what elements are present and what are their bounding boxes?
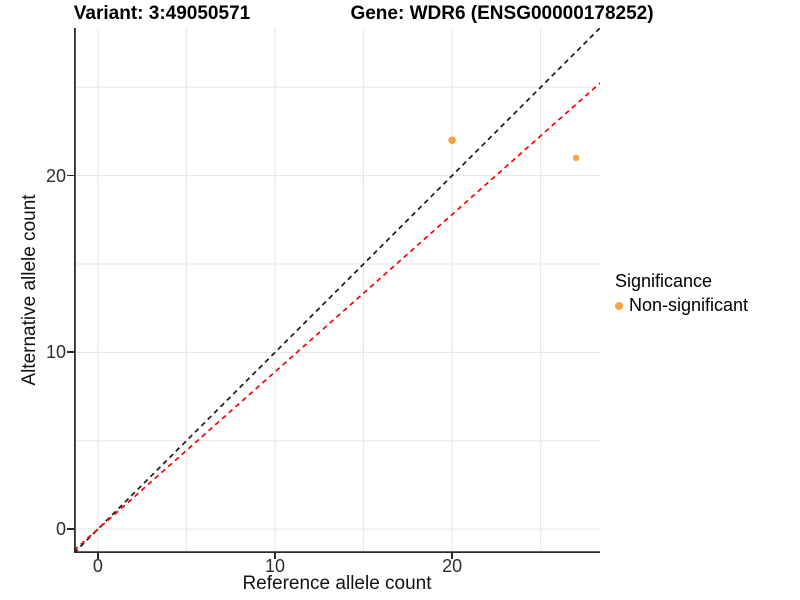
expected-ratio-line [74,82,600,552]
x-tick-mark [451,553,453,559]
y-tick-mark [67,351,74,354]
y-axis-title: Alternative allele count [19,194,40,386]
plot-panel [74,28,600,553]
x-tick-label: 0 [92,556,103,576]
data-point [572,154,580,162]
plot-canvas [74,28,600,553]
y-tick-mark [67,174,74,177]
x-axis-title: Reference allele count [242,573,432,594]
x-tick-label: 10 [264,556,286,576]
data-point [448,136,456,145]
variant-title: Variant: 3:49050571 [73,3,251,24]
point-swatch-icon [615,301,623,310]
x-tick-label: 20 [442,556,463,576]
legend: Significance Non-significant [615,271,748,316]
y-tick-label: 0 [55,519,66,540]
identity-line [74,28,600,553]
y-tick-mark [67,528,74,531]
gene-title: Gene: WDR6 (ENSG00000178252) [350,3,654,24]
legend-title: Significance [615,271,713,291]
legend-item-non-significant: Non-significant [615,295,748,316]
x-tick-mark [274,553,276,559]
legend-item-label: Non-significant [629,295,749,315]
x-tick-mark [97,553,99,559]
y-tick-label: 20 [45,165,66,186]
y-tick-label: 10 [45,342,66,363]
